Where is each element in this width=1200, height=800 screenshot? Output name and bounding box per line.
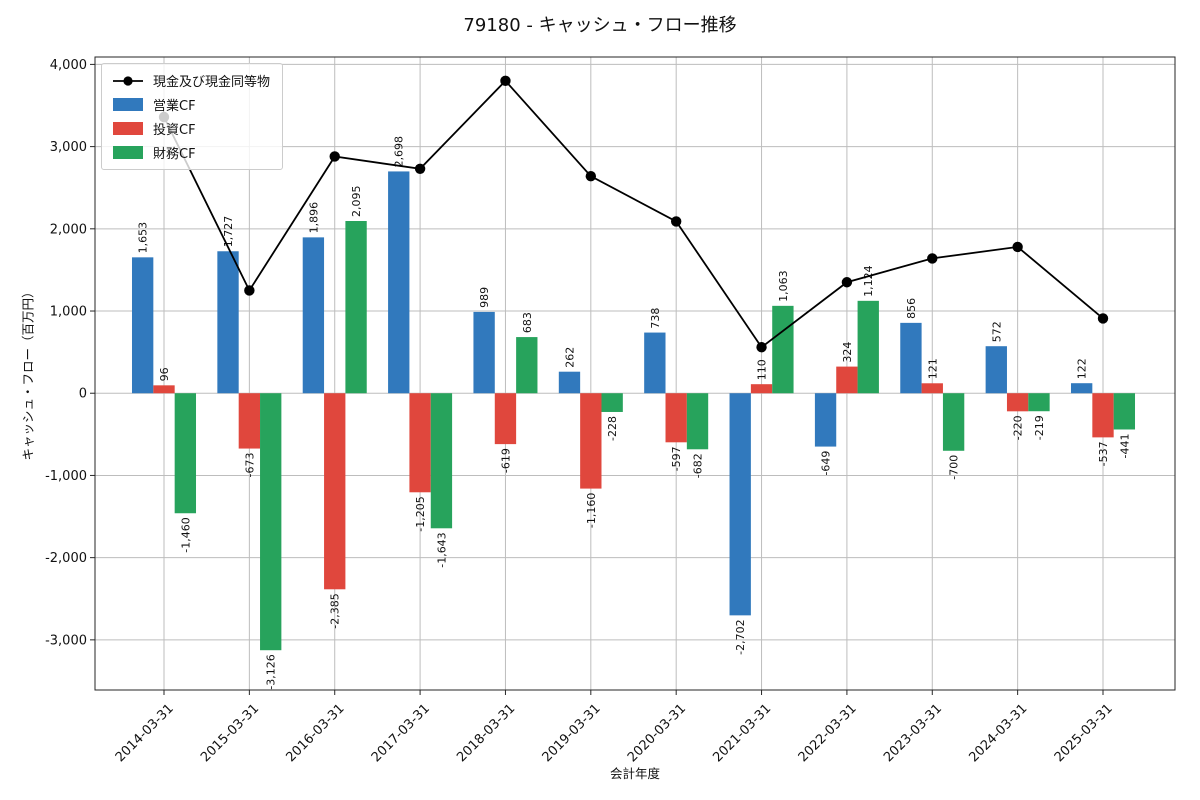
svg-text:1,653: 1,653 <box>137 222 150 254</box>
svg-text:-700: -700 <box>948 455 961 480</box>
svg-text:-1,000: -1,000 <box>45 469 87 484</box>
svg-text:-1,460: -1,460 <box>179 517 192 552</box>
svg-text:989: 989 <box>478 287 491 308</box>
svg-text:2022-03-31: 2022-03-31 <box>796 701 860 765</box>
svg-text:738: 738 <box>649 308 662 329</box>
svg-text:-1,205: -1,205 <box>414 496 427 531</box>
chart-title: 79180 - キャッシュ・フロー推移 <box>463 15 737 36</box>
svg-text:-220: -220 <box>1012 415 1025 440</box>
svg-text:2014-03-31: 2014-03-31 <box>113 701 177 765</box>
svg-text:-219: -219 <box>1033 415 1046 440</box>
svg-text:4,000: 4,000 <box>50 58 87 73</box>
svg-text:-2,385: -2,385 <box>329 593 342 628</box>
cash-line-marker-icon <box>112 74 144 88</box>
svg-text:-2,702: -2,702 <box>734 619 747 654</box>
operating-cf-swatch-icon <box>113 98 143 111</box>
legend-label-financing-cf: 財務CF <box>153 147 196 162</box>
svg-text:2024-03-31: 2024-03-31 <box>966 701 1030 765</box>
svg-text:-3,000: -3,000 <box>45 633 87 648</box>
bars-financing-cf: -1,460 -3,126 2,095 -1,643 683 -228 -682 1,063 1… <box>174 186 1136 690</box>
svg-text:-597: -597 <box>670 446 683 471</box>
svg-text:1,727: 1,727 <box>222 216 235 247</box>
svg-text:2020-03-31: 2020-03-31 <box>625 701 689 765</box>
gridlines <box>95 57 1175 690</box>
svg-text:2,095: 2,095 <box>350 186 363 218</box>
svg-text:-1,160: -1,160 <box>585 493 598 528</box>
chart-legend: 現金及び現金同等物 営業CF 投資CF 財務CF <box>101 63 284 170</box>
svg-text:2023-03-31: 2023-03-31 <box>881 701 945 765</box>
svg-text:0: 0 <box>79 387 87 402</box>
legend-label-investing-cf: 投資CF <box>153 123 196 138</box>
svg-text:1,124: 1,124 <box>862 265 875 297</box>
svg-text:3,000: 3,000 <box>50 140 87 155</box>
svg-text:2015-03-31: 2015-03-31 <box>198 701 262 765</box>
svg-text:2025-03-31: 2025-03-31 <box>1052 701 1116 765</box>
legend-item-cash: 現金及び現金同等物 <box>112 71 270 90</box>
svg-text:122: 122 <box>1076 358 1089 379</box>
svg-text:-649: -649 <box>820 451 833 476</box>
financing-cf-swatch-icon <box>113 146 143 159</box>
svg-text:-2,000: -2,000 <box>45 551 87 566</box>
svg-text:96: 96 <box>158 367 171 381</box>
svg-text:2019-03-31: 2019-03-31 <box>540 701 604 765</box>
svg-text:-619: -619 <box>499 448 512 473</box>
investing-cf-swatch-icon <box>113 122 143 135</box>
svg-text:1,000: 1,000 <box>50 305 87 320</box>
axes <box>90 56 1176 695</box>
svg-text:-441: -441 <box>1118 433 1131 458</box>
y-axis-label: キャッシュ・フロー（百万円） <box>20 285 36 461</box>
svg-text:110: 110 <box>756 359 769 380</box>
svg-text:2017-03-31: 2017-03-31 <box>369 701 433 765</box>
legend-item-operating-cf: 営業CF <box>112 95 270 114</box>
svg-text:-537: -537 <box>1097 441 1110 466</box>
svg-text:1,896: 1,896 <box>307 202 320 234</box>
legend-item-investing-cf: 投資CF <box>112 119 270 138</box>
svg-text:2018-03-31: 2018-03-31 <box>454 701 518 765</box>
legend-label-cash: 現金及び現金同等物 <box>153 75 271 90</box>
bars-investing-cf: 96 -673 -2,385 -1,205 -619 -1,160 -597 110 324 12… <box>153 342 1114 629</box>
x-axis-label: 会計年度 <box>609 766 661 781</box>
legend-item-financing-cf: 財務CF <box>112 143 270 162</box>
svg-text:2,698: 2,698 <box>393 136 406 168</box>
svg-text:-682: -682 <box>692 453 705 478</box>
svg-text:2,000: 2,000 <box>50 222 87 237</box>
svg-text:2016-03-31: 2016-03-31 <box>284 701 348 765</box>
svg-text:262: 262 <box>563 347 576 368</box>
bars-operating-cf: 1,653 1,727 1,896 2,698 989 262 738 -2,702 -649 8… <box>131 136 1093 655</box>
svg-text:2021-03-31: 2021-03-31 <box>710 701 774 765</box>
svg-text:-228: -228 <box>606 416 619 441</box>
cash-line <box>158 75 1109 353</box>
svg-text:572: 572 <box>990 321 1003 342</box>
svg-text:-1,643: -1,643 <box>435 532 448 567</box>
svg-text:1,063: 1,063 <box>777 270 790 302</box>
svg-text:-3,126: -3,126 <box>265 654 278 689</box>
svg-text:121: 121 <box>926 358 939 379</box>
svg-text:-673: -673 <box>243 453 256 478</box>
svg-text:683: 683 <box>521 312 534 333</box>
svg-text:856: 856 <box>905 298 918 319</box>
legend-label-operating-cf: 営業CF <box>153 99 196 114</box>
svg-text:324: 324 <box>841 342 854 363</box>
